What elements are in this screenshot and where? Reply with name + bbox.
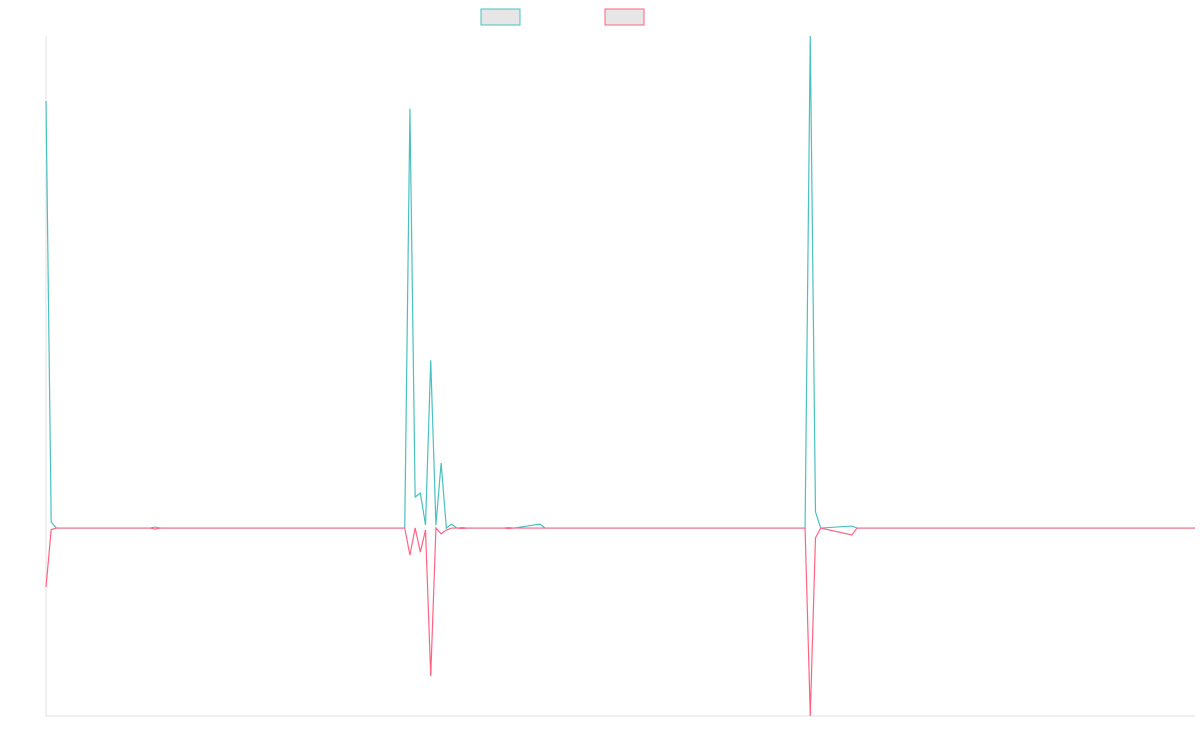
series-line xyxy=(45,35,1195,530)
legend-swatch[interactable] xyxy=(604,8,645,26)
legend-swatch[interactable] xyxy=(480,8,521,26)
series-line xyxy=(45,526,1195,717)
